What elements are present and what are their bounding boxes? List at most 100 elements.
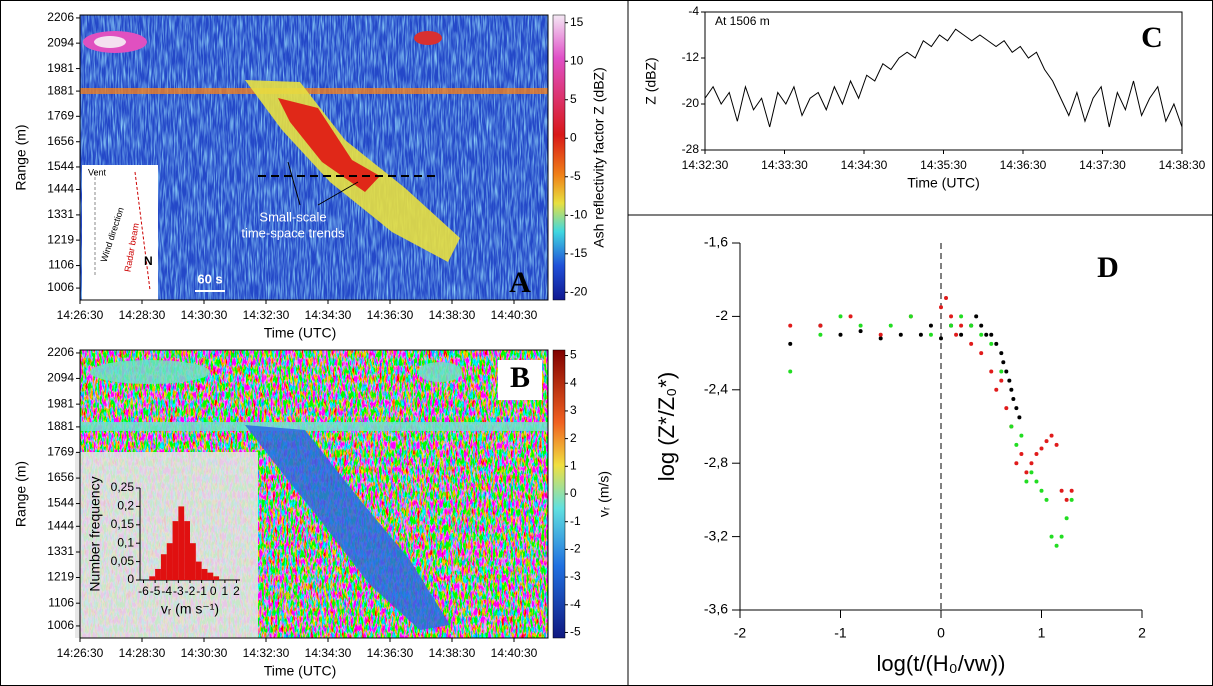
- point: [969, 323, 974, 328]
- point: [1059, 534, 1064, 539]
- point: [1054, 442, 1059, 447]
- point: [858, 329, 863, 334]
- colorbar-tick-label: -10: [570, 207, 588, 221]
- point: [939, 305, 943, 310]
- colorbar-tick-label: 4: [570, 375, 577, 389]
- x-tick-label: 14:37:30: [1079, 158, 1126, 172]
- point: [838, 314, 843, 319]
- x-tick-label: 0: [210, 584, 217, 598]
- x-tick-label: 14:34:30: [841, 158, 888, 172]
- point: [959, 332, 964, 337]
- point: [1014, 461, 1019, 466]
- y-tick-label: -2,8: [704, 454, 728, 470]
- inset-label: N: [144, 254, 153, 268]
- point: [999, 378, 1004, 383]
- x-tick-label: -6: [138, 584, 149, 598]
- point: [979, 332, 984, 337]
- bar: [172, 521, 179, 580]
- y-tick-label: 2094: [47, 371, 74, 385]
- point: [878, 332, 883, 337]
- y-tick-label: 1444: [47, 518, 74, 532]
- point: [1019, 433, 1024, 438]
- point: [788, 369, 793, 374]
- axis-label: log (Z*/Z₀*): [654, 372, 679, 481]
- point: [1029, 461, 1034, 466]
- point: [1017, 415, 1022, 420]
- y-tick-label: 0: [127, 572, 134, 586]
- panel-label: D: [1097, 251, 1119, 284]
- x-axis-label: Time (UTC): [264, 663, 337, 679]
- point: [979, 323, 984, 328]
- x-tick-label: 14:32:30: [243, 308, 290, 322]
- plot-frame: [79, 349, 549, 639]
- y-tick-label: 1106: [48, 595, 74, 609]
- point: [1064, 516, 1069, 521]
- x-tick-label: 14:36:30: [367, 646, 414, 660]
- point: [1039, 446, 1044, 451]
- y-tick-label: -2,4: [704, 381, 728, 397]
- point: [954, 332, 959, 337]
- y-tick-label: 0,05: [111, 554, 135, 568]
- y-tick-label: -3,2: [704, 527, 728, 543]
- x-tick-label: 14:30:30: [181, 646, 228, 660]
- point: [939, 336, 943, 341]
- y-tick-label: 1981: [47, 61, 74, 75]
- colorbar-tick-label: 1: [570, 458, 577, 472]
- y-tick-label: 0,2: [117, 499, 134, 513]
- colorbar-tick-label: 5: [570, 348, 577, 362]
- x-tick-label: 14:36:30: [367, 308, 414, 322]
- y-tick-label: 0,15: [111, 517, 135, 531]
- point: [928, 323, 933, 328]
- colorbar-tick-label: 5: [570, 92, 577, 106]
- x-tick-label: 14:26:30: [57, 646, 104, 660]
- x-tick-label: 14:35:30: [920, 158, 967, 172]
- colorbar-tick-label: 2: [570, 431, 577, 445]
- bar: [166, 543, 173, 580]
- point: [1054, 543, 1059, 548]
- y-tick-label: -12: [682, 50, 700, 64]
- y-tick-label: -2: [716, 307, 729, 323]
- point: [949, 314, 954, 319]
- point: [1049, 433, 1054, 438]
- colorbar-tick-label: 10: [570, 53, 584, 67]
- y-tick-label: 1331: [47, 207, 74, 221]
- point: [838, 332, 843, 337]
- point: [1024, 470, 1029, 475]
- bar: [184, 521, 190, 580]
- panel-label: B: [510, 361, 530, 394]
- bar: [149, 576, 156, 580]
- y-tick-label: 1219: [47, 232, 74, 246]
- colorbar-tick-label: -2: [570, 542, 581, 556]
- point: [1044, 497, 1049, 502]
- y-tick-label: 1219: [47, 570, 74, 584]
- x-tick-label: 14:32:30: [682, 158, 729, 172]
- axis-label: Number frequency: [87, 476, 103, 591]
- x-tick-label: 14:40:30: [491, 646, 538, 660]
- scale-label: 60 s: [197, 271, 222, 286]
- colorbar-tick-label: 0: [570, 486, 577, 500]
- x-tick-label: -1: [834, 625, 847, 641]
- x-tick-label: 14:28:30: [119, 646, 166, 660]
- colorbar-tick-label: 0: [570, 130, 577, 144]
- point: [1069, 488, 1074, 493]
- colorbar-tick-label: -5: [570, 625, 581, 639]
- x-tick-label: 2: [233, 584, 240, 598]
- colorbar-tick-label: -5: [570, 169, 581, 183]
- point: [984, 332, 989, 337]
- x-tick-label: 14:26:30: [57, 308, 104, 322]
- point: [878, 336, 883, 341]
- point: [994, 341, 999, 346]
- x-tick-label: 14:38:30: [429, 308, 476, 322]
- point: [1039, 488, 1044, 493]
- bar: [178, 506, 185, 580]
- point: [1007, 378, 1012, 383]
- point: [974, 314, 979, 319]
- colorbar-tick-label: -1: [570, 514, 581, 528]
- point: [908, 314, 913, 319]
- point: [1011, 396, 1016, 401]
- point: [788, 323, 793, 328]
- bar: [213, 576, 220, 580]
- x-tick-label: 14:34:30: [305, 646, 352, 660]
- point: [1009, 424, 1014, 429]
